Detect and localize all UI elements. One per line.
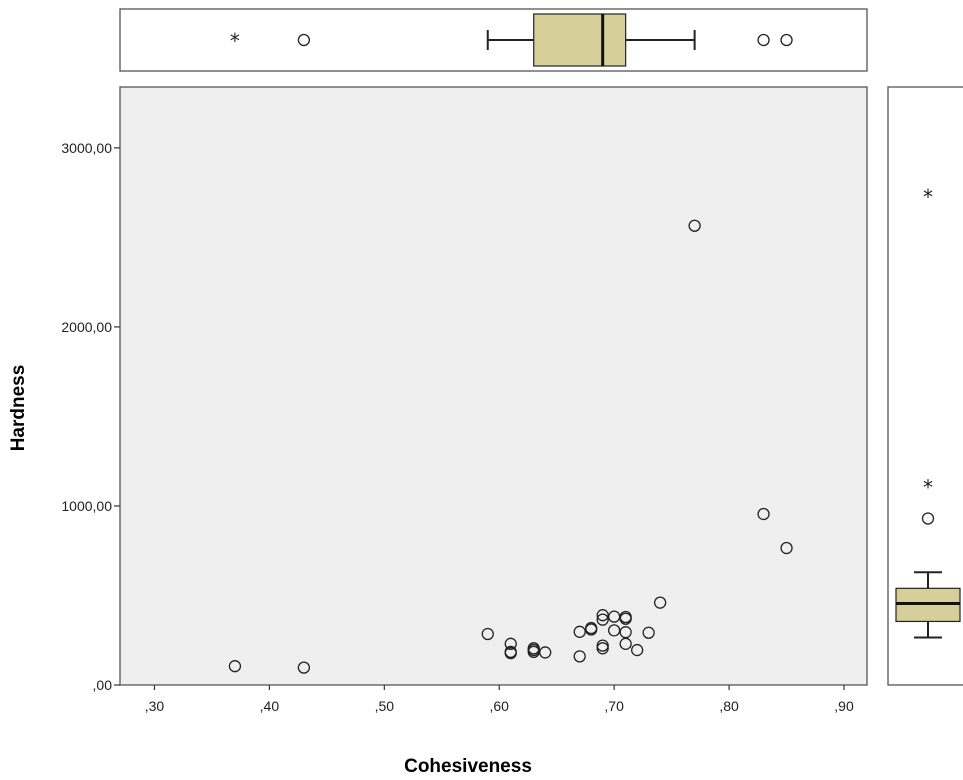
data-point-29 [757,507,770,521]
top-box [533,13,627,67]
data-point-3 [481,627,494,641]
right-outlier [921,512,935,525]
data-point-4 [504,637,517,650]
data-point-10 [539,646,552,659]
top-boxplot: * [230,13,793,67]
data-point-27 [653,596,667,609]
right-boxplot: ** [895,185,961,639]
data-point-24 [619,637,632,650]
plot-area [119,86,868,686]
data-point-26 [642,626,655,639]
x-axis: ,30 ,40 ,50 ,60 ,70 ,80 ,90 [145,685,854,714]
x-tick-label: ,30 [145,698,165,714]
x-tick-label: ,40 [260,698,280,714]
y-tick-label: 1000,00 [61,498,112,514]
data-point-11 [573,650,586,663]
y-axis: ,00 1000,00 2000,00 3000,00 [61,140,120,693]
data-point-20 [608,624,621,637]
y-tick-label: ,00 [93,677,113,693]
x-tick-label: ,60 [490,698,510,714]
y-tick-label: 2000,00 [61,319,112,335]
x-tick-label: ,70 [604,698,624,714]
right-boxplot-panel [887,86,963,686]
data-point-1 [228,660,242,673]
data-point-30 [780,541,793,555]
x-tick-label: ,90 [834,698,854,714]
top-extreme-star: * [230,29,240,53]
data-point-25 [631,643,644,657]
right-extreme-star: * [923,185,933,209]
x-axis-title: Cohesiveness [404,756,532,777]
right-extreme-star: * [923,475,933,499]
data-point-14 [585,623,598,636]
data-point-12 [573,625,586,638]
top-outlier [780,33,793,47]
x-tick-label: ,50 [375,698,395,714]
scatter-points [228,219,793,674]
top-outlier [757,33,770,47]
data-point-28 [688,219,701,232]
data-point-22 [619,612,632,625]
top-outlier [297,33,311,47]
y-axis-title: Hardness [8,365,29,452]
data-point-2 [297,661,311,674]
data-point-6 [504,646,517,660]
data-point-18 [596,642,609,655]
data-point-15 [596,609,609,622]
x-tick-label: ,80 [719,698,739,714]
data-point-16 [596,613,609,626]
y-tick-label: 3000,00 [61,140,112,156]
